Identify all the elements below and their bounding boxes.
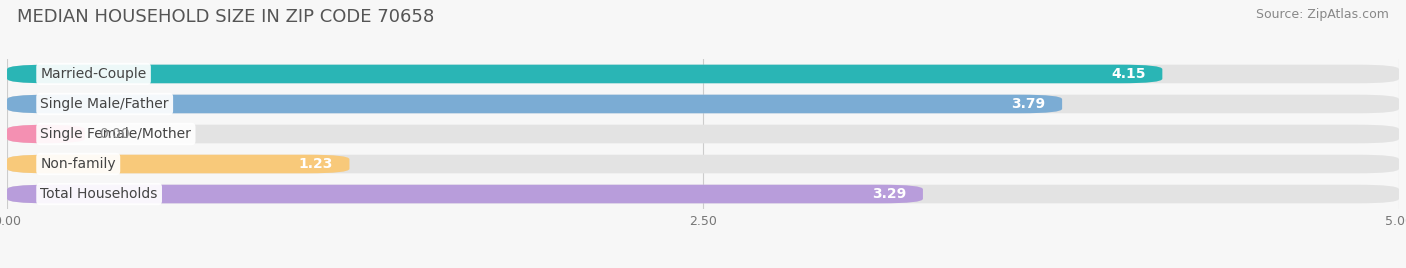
Text: 4.15: 4.15	[1111, 67, 1146, 81]
FancyBboxPatch shape	[7, 125, 1399, 143]
FancyBboxPatch shape	[7, 95, 1399, 113]
FancyBboxPatch shape	[7, 155, 1399, 173]
Text: Single Female/Mother: Single Female/Mother	[41, 127, 191, 141]
FancyBboxPatch shape	[7, 185, 1399, 203]
Text: Non-family: Non-family	[41, 157, 117, 171]
Text: Married-Couple: Married-Couple	[41, 67, 146, 81]
FancyBboxPatch shape	[7, 185, 922, 203]
Text: 3.29: 3.29	[872, 187, 907, 201]
FancyBboxPatch shape	[7, 125, 84, 143]
Text: 3.79: 3.79	[1011, 97, 1046, 111]
FancyBboxPatch shape	[7, 65, 1163, 83]
Text: 1.23: 1.23	[298, 157, 333, 171]
Text: MEDIAN HOUSEHOLD SIZE IN ZIP CODE 70658: MEDIAN HOUSEHOLD SIZE IN ZIP CODE 70658	[17, 8, 434, 26]
Text: Single Male/Father: Single Male/Father	[41, 97, 169, 111]
Text: Source: ZipAtlas.com: Source: ZipAtlas.com	[1256, 8, 1389, 21]
FancyBboxPatch shape	[7, 155, 350, 173]
Text: 0.00: 0.00	[98, 127, 129, 141]
Text: Total Households: Total Households	[41, 187, 157, 201]
FancyBboxPatch shape	[7, 95, 1062, 113]
FancyBboxPatch shape	[7, 65, 1399, 83]
